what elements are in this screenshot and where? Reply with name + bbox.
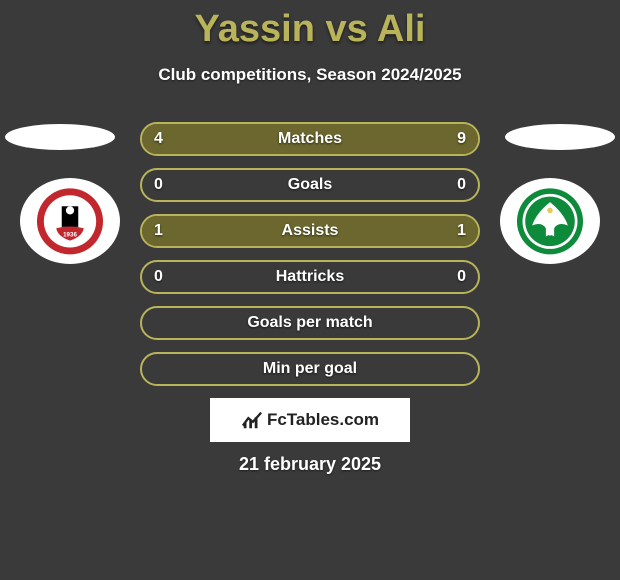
stat-label: Min per goal <box>263 360 357 378</box>
subtitle: Club competitions, Season 2024/2025 <box>0 65 620 85</box>
stat-left-value: 1 <box>154 216 188 246</box>
stat-left-value: 4 <box>154 124 188 154</box>
club-logo-right <box>500 178 600 264</box>
stat-label: Hattricks <box>276 268 344 286</box>
shadow-right <box>505 124 615 150</box>
stat-label: Assists <box>282 222 339 240</box>
stat-row: 1 Assists 1 <box>140 214 480 248</box>
shadow-left <box>5 124 115 150</box>
stat-label: Matches <box>278 130 342 148</box>
date-text: 21 february 2025 <box>0 454 620 475</box>
stat-row: Min per goal <box>140 352 480 386</box>
brand-box: FcTables.com <box>210 398 410 442</box>
stat-label: Goals <box>288 176 332 194</box>
brand-text: FcTables.com <box>267 410 379 430</box>
club-logo-left: 1936 <box>20 178 120 264</box>
stat-right-value: 1 <box>432 216 466 246</box>
stat-left-value: 0 <box>154 170 188 200</box>
stat-right-value: 9 <box>432 124 466 154</box>
chart-icon <box>241 409 263 431</box>
stat-row: 0 Hattricks 0 <box>140 260 480 294</box>
stat-label: Goals per match <box>247 314 372 332</box>
stat-row: Goals per match <box>140 306 480 340</box>
shield-icon: 1936 <box>30 187 110 256</box>
stats-container: 4 Matches 9 0 Goals 0 1 Assists 1 0 Hattricks 0 Goal… <box>140 122 480 398</box>
stat-left-value: 0 <box>154 262 188 292</box>
eagle-icon <box>510 187 590 256</box>
page-title: Yassin vs Ali <box>0 0 620 51</box>
stat-right-value: 0 <box>432 262 466 292</box>
stat-row: 0 Goals 0 <box>140 168 480 202</box>
svg-text:1936: 1936 <box>63 231 77 238</box>
stat-row: 4 Matches 9 <box>140 122 480 156</box>
stat-right-value: 0 <box>432 170 466 200</box>
